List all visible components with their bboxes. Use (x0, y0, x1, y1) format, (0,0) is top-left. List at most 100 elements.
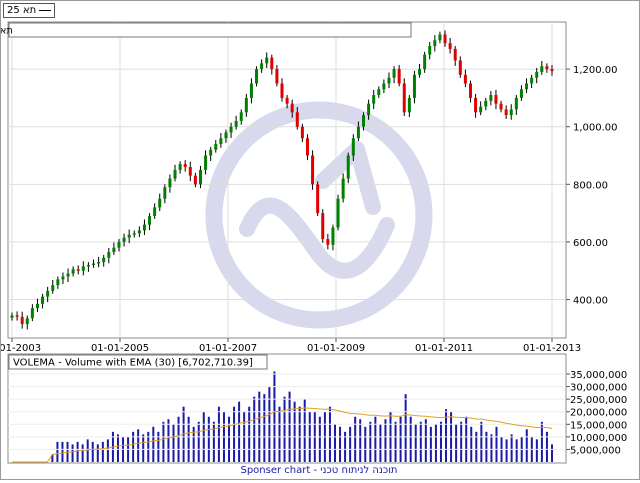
volume-bar (369, 421, 372, 462)
volume-bar (248, 406, 251, 462)
volume-bar (404, 394, 407, 462)
volume-bar (71, 444, 74, 462)
candle-body (382, 83, 386, 90)
volume-bar (414, 424, 417, 462)
volume-bar (465, 416, 468, 462)
volume-bar (76, 441, 79, 462)
legend-line-icon (39, 10, 52, 11)
candle-body (137, 230, 141, 234)
candle-body (499, 103, 503, 110)
candle-body (336, 198, 340, 228)
x-tick-label: 01-01-2003 (1, 343, 41, 354)
candle-body (35, 303, 39, 309)
candle-body (316, 184, 320, 214)
candle-body (433, 40, 437, 47)
candle-body (514, 97, 518, 110)
candle-body (260, 63, 264, 70)
volume-bar (394, 421, 397, 462)
volume-bar (354, 416, 357, 462)
volume-bar (424, 419, 427, 462)
volume-bar (429, 426, 432, 462)
volume-header: VOLEMA - Volume with EMA (30) [6,702,710… (13, 358, 253, 369)
candle-body (463, 74, 467, 84)
candle-body (448, 43, 452, 49)
volume-bar (167, 419, 170, 462)
candle-body (61, 276, 65, 280)
volume-bar (162, 421, 165, 462)
footer-credit[interactable]: Sponser chart - תוכנה לניתוח טכני (240, 465, 397, 476)
volume-bar (116, 434, 119, 462)
volume-bar (298, 406, 301, 462)
volume-tick-label: 25,000,000 (570, 395, 627, 406)
candle-body (392, 69, 396, 78)
candle-body (270, 57, 274, 70)
candle-body (214, 143, 218, 150)
volume-bar (344, 431, 347, 462)
volume-bar (96, 444, 99, 462)
volume-bar (490, 434, 493, 462)
price-tick-label: 600.00 (573, 238, 608, 249)
candle-body (418, 69, 422, 75)
candle-body (484, 100, 488, 107)
candle-body (300, 126, 304, 139)
candle-body (331, 227, 335, 245)
candle-body (326, 239, 330, 245)
candle-body (540, 66, 544, 72)
volume-bar (525, 429, 528, 462)
candle-body (71, 269, 75, 274)
price-tick-label: 1,000.00 (573, 123, 618, 134)
candle-body (367, 103, 371, 116)
volume-bar (328, 406, 331, 462)
volume-bar (263, 394, 266, 462)
volume-bar (132, 431, 135, 462)
candle-body (117, 241, 121, 248)
legend: תא 25 (3, 3, 56, 18)
volume-bar (339, 426, 342, 462)
volume-bar (238, 401, 241, 462)
volume-bar (81, 444, 84, 462)
candle-body (387, 77, 391, 84)
price-tick-label: 400.00 (573, 296, 608, 307)
candle-body (112, 247, 116, 253)
volume-bar (384, 419, 387, 462)
volume-bar (505, 439, 508, 462)
ema-line (12, 407, 553, 463)
candle-body (193, 175, 197, 185)
candle-body (132, 233, 136, 235)
candle-body (321, 213, 325, 240)
volume-bar (197, 421, 200, 462)
candle-body (438, 34, 442, 41)
price-tick-label: 800.00 (573, 180, 608, 191)
candle-body (372, 95, 376, 104)
volume-bar (142, 434, 145, 462)
candle-body (489, 95, 493, 101)
volume-bar (152, 426, 155, 462)
candle-body (346, 155, 350, 179)
candle-body (509, 109, 513, 116)
candle-body (20, 316, 24, 325)
candle-body (56, 279, 60, 286)
candle-body (188, 167, 192, 176)
volume-bar (273, 371, 276, 462)
watermark-mark (315, 141, 381, 215)
candle-body (107, 252, 111, 258)
volume-tick-label: 30,000,000 (570, 383, 627, 394)
volume-bar (359, 419, 362, 462)
x-tick-label: 01-01-2007 (199, 343, 257, 354)
volume-bar (86, 439, 89, 462)
price-tick-label: 1,200.00 (573, 65, 618, 76)
candle-body (443, 34, 447, 44)
volume-bar (303, 399, 306, 462)
volume-bar (475, 431, 478, 462)
volume-bar (551, 444, 553, 462)
candle-body (453, 48, 457, 61)
candle-body (362, 115, 366, 127)
candle-body (92, 263, 96, 265)
candle-body (234, 120, 238, 127)
candle-body (249, 83, 253, 98)
candle-body (239, 112, 243, 121)
volume-bar (460, 421, 463, 462)
volume-bar (228, 416, 231, 462)
